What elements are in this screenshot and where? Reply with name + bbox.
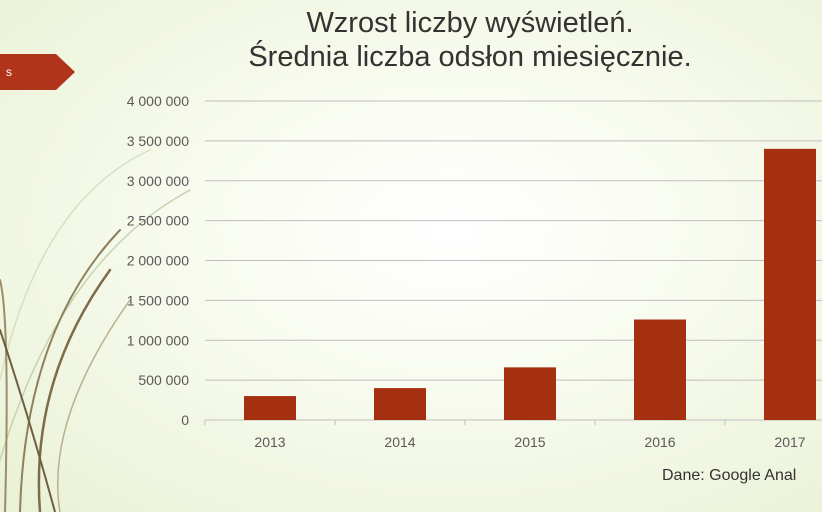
x-tick-label: 2017 [774,434,805,450]
stem-curve [37,268,112,512]
slide-title: Wzrost liczby wyświetleń. Średnia liczba… [190,6,750,74]
stem-curve [0,189,191,461]
y-tick-label: 2 500 000 [127,213,189,229]
x-tick-label: 2015 [514,434,545,450]
stem-curve [0,279,8,512]
stem-curve [57,299,131,512]
stem-curve [0,329,56,512]
bar [764,148,816,420]
stem-curve [0,149,151,381]
bar [374,388,426,420]
title-line-1: Wzrost liczby wyświetleń. [306,7,634,39]
source-note: Dane: Google Anal [662,467,797,484]
bar [634,319,686,420]
x-tick-label: 2016 [644,434,675,450]
y-tick-label: 0 [181,412,189,428]
bar [244,396,296,420]
x-tick-label: 2013 [254,434,285,450]
y-tick-label: 3 000 000 [127,173,189,189]
arrow-tab-icon [0,54,75,90]
decorative-stems [0,149,191,512]
y-tick-label: 3 500 000 [127,133,189,149]
x-tick-label: 2014 [384,434,415,450]
y-tick-label: 2 000 000 [127,253,189,269]
y-tick-label: 4 000 000 [127,93,189,109]
arrow-tab-glyph: s [6,65,12,79]
y-tick-label: 1 500 000 [127,292,189,308]
bar [504,367,556,420]
title-line-2: Średnia liczba odsłon miesięcznie. [248,41,692,73]
y-tick-label: 1 000 000 [127,332,189,348]
y-tick-label: 500 000 [138,372,189,388]
stem-curve [19,229,121,512]
